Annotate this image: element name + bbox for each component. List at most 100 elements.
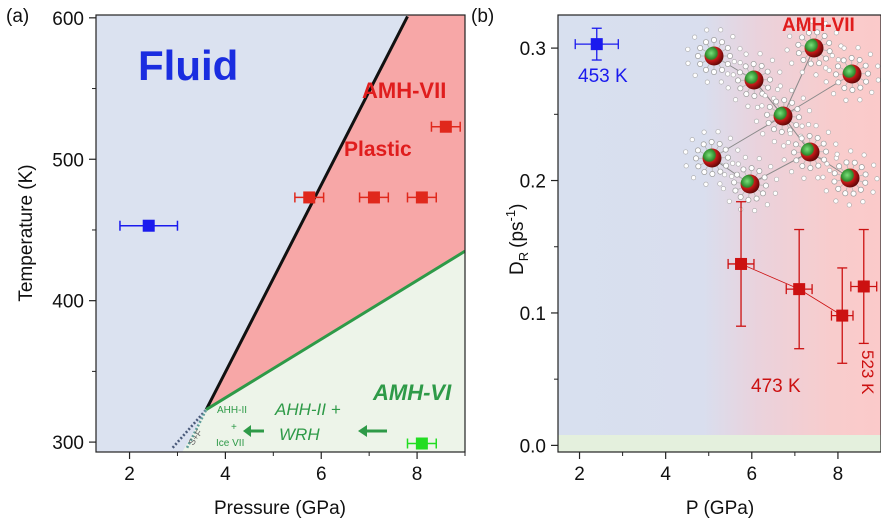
hydrogen-atom [737, 60, 743, 66]
hydrogen-atom [695, 147, 701, 154]
hydrogen-atom [799, 34, 805, 41]
hydrogen-atom [865, 70, 871, 77]
hydrogen-atom [856, 57, 863, 63]
plot-frame [95, 14, 466, 453]
hydrogen-atom [875, 77, 881, 83]
hydrogen-atom [756, 156, 762, 162]
hydrogen-atom [787, 33, 793, 39]
hydrogen-atom [745, 196, 752, 203]
hydrogen-atom [795, 50, 802, 57]
hydrogen-atom [703, 39, 709, 46]
hydrogen-atom [835, 79, 842, 86]
hydrogen-atom [789, 87, 795, 93]
arrow-left-icon [358, 425, 387, 437]
hydrogen-atom [858, 164, 865, 171]
hydrogen-atom [787, 131, 793, 137]
hydrogen-atom [771, 139, 777, 145]
hydrogen-atom [835, 63, 841, 70]
hydrogen-atom [683, 163, 689, 169]
hydrogen-atom [781, 143, 787, 149]
amh-vi-band [558, 435, 881, 452]
hydrogen-atom [848, 148, 854, 154]
hydrogen-atom [824, 161, 830, 167]
hydrogen-atom [842, 190, 849, 197]
hydrogen-atom [704, 79, 710, 85]
hydrogen-atom [683, 149, 689, 155]
hydrogen-atom [756, 168, 763, 174]
hydrogen-atom [820, 174, 826, 180]
data-point [735, 257, 748, 270]
hydrogen-atom [796, 114, 802, 121]
hydrogen-atom [870, 189, 876, 195]
hydrogen-atom [814, 135, 821, 141]
hydrogen-atom [791, 149, 797, 156]
hydrogen-atom [778, 129, 785, 135]
data-point [836, 309, 849, 322]
hydrogen-atom [731, 179, 738, 186]
hydrogen-atom [760, 190, 766, 197]
data-points [574, 27, 878, 364]
hydrogen-atom [775, 87, 781, 93]
molecule-bond [749, 151, 811, 185]
y-ticks: 0.0 0.1 0.2 0.3 [520, 39, 558, 457]
hydrogen-atom [823, 148, 829, 155]
molecule-center [704, 46, 724, 66]
hydrogen-atom [806, 122, 812, 128]
data-point [415, 191, 428, 204]
hydrogen-atom [772, 190, 778, 196]
hydrogen-atom [874, 176, 880, 182]
hydrogen-atom [815, 175, 821, 181]
hydrogen-atom [725, 154, 731, 161]
annotation-wrh: WRH [279, 425, 320, 444]
hydrogen-atom [685, 46, 691, 52]
hydrogen-atom [731, 59, 737, 65]
x-axis-label: Pressure (GPa) [214, 498, 346, 519]
hydrogen-atom [831, 91, 837, 97]
x-tick-label: 6 [747, 464, 758, 485]
hydrogen-atom [867, 51, 873, 57]
molecule-center [702, 148, 722, 168]
hydrogen-atom [773, 98, 780, 105]
hydrogen-atom [831, 178, 838, 185]
hydrogen-atom [757, 51, 763, 57]
y-tick-label: 400 [52, 292, 84, 313]
y-ticks: 300 400 500 600 [52, 9, 96, 454]
hydrogen-atom [862, 171, 869, 178]
region-label-fluid: Fluid [138, 42, 238, 89]
x-tick-label: 8 [833, 464, 844, 485]
hydrogen-atom [723, 162, 729, 169]
hydrogen-atom [833, 198, 839, 204]
hydrogen-atom [717, 168, 724, 175]
hydrogen-atom [685, 60, 691, 66]
hydrogen-atom [814, 29, 821, 36]
annotation-plus: + [231, 422, 237, 433]
hydrogen-atom [743, 91, 750, 97]
hydrogen-atom [862, 62, 869, 69]
hydrogen-atom [735, 161, 741, 167]
hydrogen-atom [722, 172, 728, 178]
hydrogen-atom [725, 71, 731, 77]
hydrogen-atom [711, 37, 717, 43]
hydrogen-atom [831, 170, 838, 177]
x-ticks: 2 4 6 8 [574, 452, 843, 485]
hydrogen-atom [857, 84, 864, 91]
x-tick-label: 4 [660, 464, 671, 485]
data-points [119, 120, 461, 450]
hydrogen-atom [800, 95, 806, 101]
y-tick-label: 600 [52, 9, 84, 30]
hydrogen-atom [735, 77, 741, 84]
hydrogen-atom [754, 104, 760, 110]
data-point [590, 38, 603, 51]
hydrogen-atom [789, 169, 795, 175]
hydrogen-atom [793, 157, 800, 164]
hydrogen-atom [709, 171, 716, 177]
phase-regions [96, 15, 465, 452]
hydrogen-atom [752, 208, 758, 214]
hydrogen-atom [826, 48, 833, 55]
y-tick-label: 0.0 [520, 436, 546, 457]
hydrogen-atom [753, 195, 760, 202]
y-axis-label-close: ) [507, 204, 528, 210]
hydrogen-atom [771, 126, 777, 133]
hydrogen-atom [764, 68, 771, 75]
